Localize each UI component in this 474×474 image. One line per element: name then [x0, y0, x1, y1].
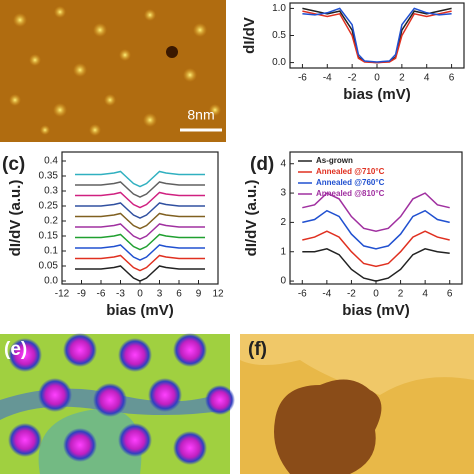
y-axis-label: dI/dV (a.u.) — [7, 180, 24, 257]
y-tick-label: 0.35 — [39, 171, 59, 182]
x-tick-label: -4 — [323, 73, 332, 84]
x-tick-label: 3 — [157, 289, 163, 300]
y-tick-label: 3 — [280, 188, 286, 199]
x-tick-label: -6 — [97, 289, 106, 300]
series-line — [75, 254, 205, 272]
y-tick-label: 0.5 — [272, 30, 286, 41]
x-axis-label: bias (mV) — [343, 86, 411, 103]
series-line — [75, 212, 205, 230]
y-tick-label: 1 — [280, 246, 286, 257]
series-line — [75, 181, 205, 198]
y-axis-label: dI/dV (a.u.) — [243, 180, 260, 257]
panel-label: (c) — [2, 154, 25, 175]
stm-image-a: 8nm — [0, 0, 226, 142]
x-tick-label: -9 — [77, 289, 86, 300]
series-line — [75, 233, 205, 251]
legend-label: Annealed @810°C — [316, 189, 385, 198]
legend-label: Annealed @710°C — [316, 167, 385, 176]
plot-frame — [289, 2, 465, 69]
x-tick-label: -2 — [348, 73, 357, 84]
series-line — [302, 10, 452, 64]
series-line — [302, 230, 450, 268]
y-tick-label: 0.05 — [39, 261, 59, 272]
y-tick-label: 0.15 — [39, 231, 59, 242]
x-axis-label: bias (mV) — [106, 302, 174, 319]
x-tick-label: -4 — [322, 289, 331, 300]
y-tick-label: 0 — [280, 276, 286, 287]
series-line — [302, 192, 450, 232]
series-line — [302, 248, 450, 282]
x-tick-label: 9 — [196, 289, 202, 300]
panel-label: (f) — [248, 339, 267, 360]
scale-bar-label: 8nm — [187, 107, 214, 123]
series-line — [75, 244, 205, 261]
series-line — [302, 209, 450, 250]
x-tick-label: 6 — [449, 73, 455, 84]
legend-label: Annealed @760°C — [316, 178, 385, 187]
y-tick-label: 2 — [280, 217, 286, 228]
series-line — [75, 265, 205, 282]
x-tick-label: -6 — [298, 73, 307, 84]
series-line — [75, 223, 205, 240]
series-line — [302, 7, 452, 63]
x-tick-label: 2 — [398, 289, 404, 300]
y-tick-label: 0.3 — [44, 186, 58, 197]
x-tick-label: 2 — [399, 73, 405, 84]
x-tick-label: -12 — [55, 289, 70, 300]
x-tick-label: 12 — [212, 289, 224, 300]
x-tick-label: 0 — [374, 73, 380, 84]
legend-label: As-grown — [316, 156, 353, 165]
y-tick-label: 0.1 — [44, 246, 58, 257]
x-tick-label: 6 — [176, 289, 182, 300]
x-axis-label: bias (mV) — [342, 302, 410, 319]
y-tick-label: 4 — [280, 158, 286, 169]
x-tick-label: -6 — [298, 289, 307, 300]
panel-label: (d) — [250, 154, 274, 175]
y-tick-label: 0.0 — [44, 276, 58, 287]
series-line — [75, 170, 205, 188]
series-line — [75, 191, 205, 209]
x-tick-label: 4 — [422, 289, 428, 300]
y-tick-label: 0.2 — [44, 216, 58, 227]
x-tick-label: -3 — [116, 289, 125, 300]
x-tick-label: 0 — [137, 289, 143, 300]
series-line — [75, 202, 205, 219]
y-tick-label: 0.0 — [272, 57, 286, 68]
y-axis-label: dI/dV — [241, 17, 258, 54]
map-image-e: (e) — [0, 333, 235, 474]
y-tick-label: 0.25 — [39, 201, 59, 212]
y-tick-label: 1.0 — [272, 3, 286, 14]
x-tick-label: 6 — [447, 289, 453, 300]
x-tick-label: 0 — [373, 289, 379, 300]
y-tick-label: 0.4 — [44, 156, 58, 167]
panel-label: (e) — [4, 339, 27, 360]
map-image-f: (f) — [240, 334, 474, 474]
x-tick-label: 4 — [424, 73, 430, 84]
x-tick-label: -2 — [347, 289, 356, 300]
